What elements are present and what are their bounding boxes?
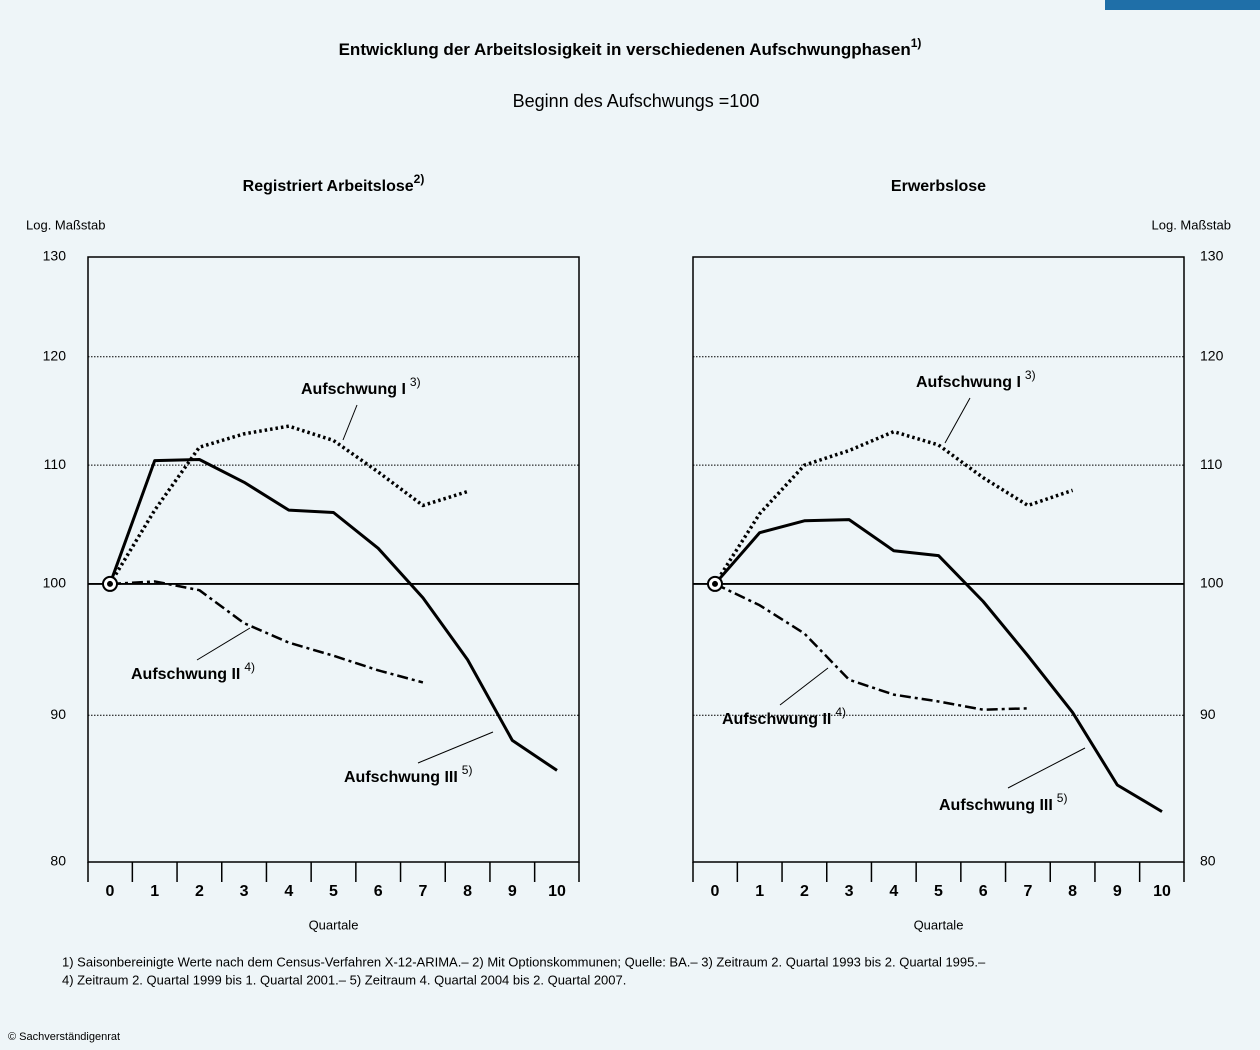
y-tick-label: 120 <box>43 347 67 363</box>
panel-title: Erwerbslose <box>891 178 986 195</box>
series-name: Aufschwung III <box>344 769 458 786</box>
copyright: © Sachverständigenrat <box>8 1031 120 1043</box>
x-tick-label: 0 <box>711 883 720 900</box>
series-line <box>109 580 424 684</box>
x-tick-label: 4 <box>889 883 898 900</box>
x-axis-label: Quartale <box>309 917 359 932</box>
series-note: 3) <box>410 375 421 389</box>
panel-title-text: Registriert Arbeitslose <box>243 178 414 195</box>
footnote: 4) Zeitraum 2. Quartal 1999 bis 1. Quart… <box>62 972 626 987</box>
y-tick-label: 90 <box>1200 706 1216 722</box>
series-label: Aufschwung I 3) <box>916 368 1036 391</box>
series-name: Aufschwung I <box>301 381 406 398</box>
y-tick-label: 80 <box>1200 853 1216 869</box>
series-note: 5) <box>462 763 473 777</box>
y-tick-label: 110 <box>1200 456 1223 472</box>
x-tick-label: 5 <box>934 883 943 900</box>
y-tick-label: 130 <box>1200 248 1224 264</box>
series-name: Aufschwung II <box>131 666 240 683</box>
series-name: Aufschwung III <box>939 797 1053 814</box>
y-tick-label: 100 <box>1200 575 1224 591</box>
series-label: Aufschwung I 3) <box>301 375 421 398</box>
x-tick-label: 1 <box>150 883 159 900</box>
title-note: 1) <box>911 36 922 50</box>
x-tick-label: 10 <box>548 883 566 900</box>
y-tick-label: 120 <box>1200 347 1224 363</box>
y-tick-label: 80 <box>50 853 66 869</box>
origin-dot <box>107 580 113 587</box>
x-tick-label: 7 <box>1023 883 1032 900</box>
x-tick-label: 9 <box>508 883 517 900</box>
x-tick-label: 9 <box>1113 883 1122 900</box>
plot-frame <box>692 256 1185 863</box>
x-axis-label: Quartale <box>914 917 964 932</box>
x-tick-label: 3 <box>845 883 854 900</box>
leader-line <box>342 404 358 441</box>
chart-title: Entwicklung der Arbeitslosigkeit in vers… <box>339 36 922 59</box>
plot-frame <box>87 256 580 863</box>
footnote: 1) Saisonbereinigte Werte nach dem Censu… <box>62 954 986 969</box>
x-tick-label: 1 <box>755 883 764 900</box>
series-note: 5) <box>1057 791 1068 805</box>
x-tick-label: 7 <box>418 883 427 900</box>
y-tick-label: 110 <box>44 456 67 472</box>
x-tick-label: 0 <box>106 883 115 900</box>
series-line <box>713 518 1163 813</box>
series-note: 4) <box>244 660 255 674</box>
leader-line <box>417 731 494 764</box>
leader-line <box>196 627 251 661</box>
x-tick-label: 6 <box>374 883 383 900</box>
series-line <box>714 582 1028 711</box>
x-tick-label: 6 <box>979 883 988 900</box>
origin-dot <box>712 580 718 587</box>
title-text: Entwicklung der Arbeitslosigkeit in vers… <box>339 40 911 59</box>
corner-bar <box>1105 0 1260 10</box>
x-tick-label: 5 <box>329 883 338 900</box>
series-label: Aufschwung II 4) <box>131 660 255 683</box>
series-label: Aufschwung III 5) <box>344 763 472 786</box>
x-tick-label: 3 <box>240 883 249 900</box>
series-line <box>713 429 1074 585</box>
leader-line <box>1007 747 1086 789</box>
x-tick-label: 8 <box>463 883 472 900</box>
leader-line <box>779 667 829 706</box>
series-name: Aufschwung I <box>916 374 1021 391</box>
panel-title: Registriert Arbeitslose2) <box>243 172 425 195</box>
x-tick-label: 4 <box>284 883 293 900</box>
series-name: Aufschwung II <box>722 711 831 728</box>
series-note: 4) <box>835 705 846 719</box>
leader-line <box>944 397 971 444</box>
y-axis-label: Log. Maßstab <box>26 217 106 232</box>
series-note: 3) <box>1025 368 1036 382</box>
x-tick-label: 10 <box>1153 883 1171 900</box>
y-tick-label: 130 <box>43 248 67 264</box>
y-tick-label: 90 <box>50 706 66 722</box>
series-label: Aufschwung II 4) <box>722 705 846 728</box>
x-tick-label: 2 <box>800 883 809 900</box>
y-tick-label: 100 <box>43 575 67 591</box>
x-tick-label: 8 <box>1068 883 1077 900</box>
series-line <box>108 458 558 772</box>
panel-title-text: Erwerbslose <box>891 178 986 195</box>
series-line <box>108 424 469 585</box>
subtitle: Beginn des Aufschwungs =100 <box>513 91 760 111</box>
series-label: Aufschwung III 5) <box>939 791 1067 814</box>
x-tick-label: 2 <box>195 883 204 900</box>
panel-title-note: 2) <box>414 172 425 186</box>
y-axis-label: Log. Maßstab <box>1152 217 1232 232</box>
